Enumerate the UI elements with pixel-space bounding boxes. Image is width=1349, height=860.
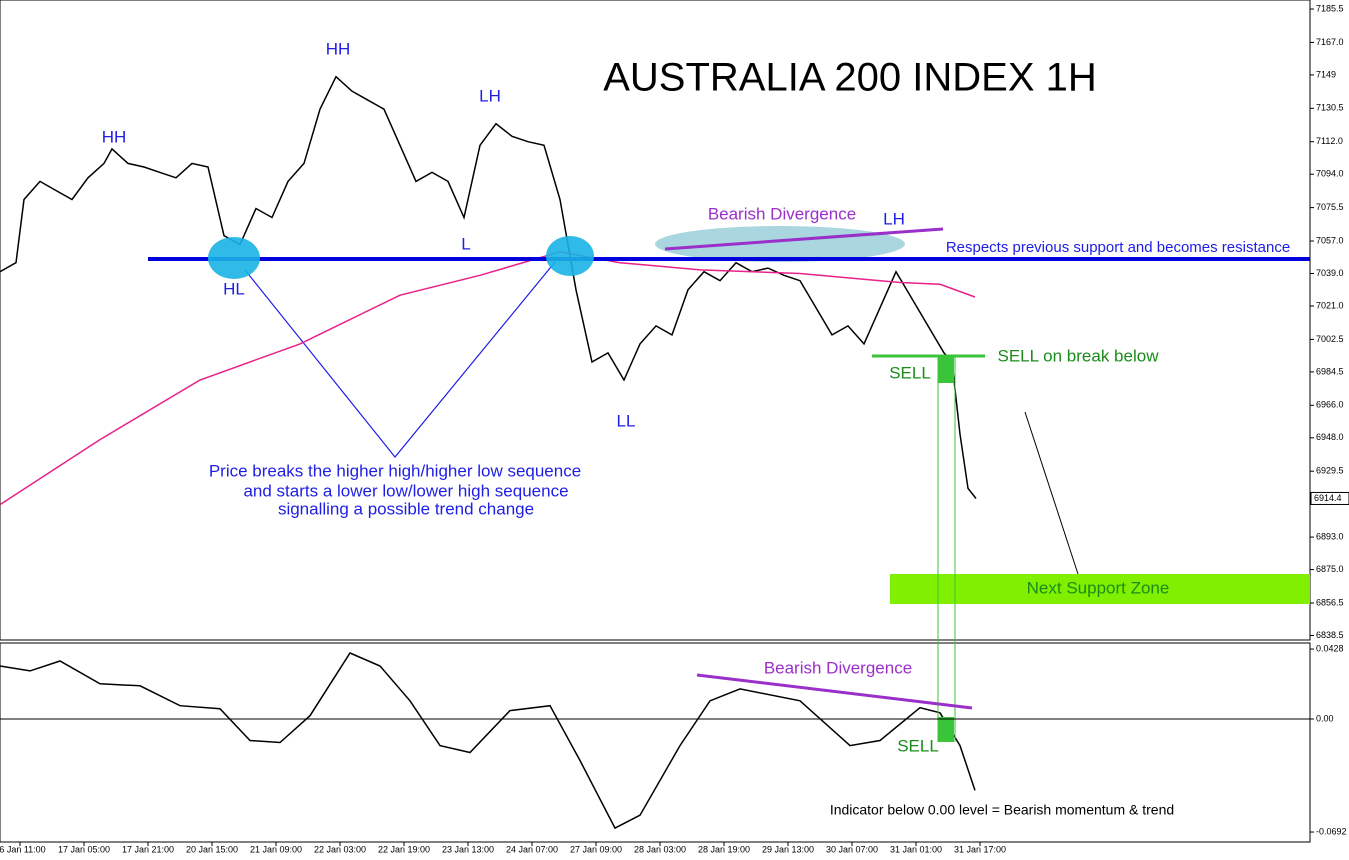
y-tick-label: 7167.0 xyxy=(1316,37,1344,47)
y-tick-label: 7149 xyxy=(1316,69,1336,79)
osc-divergence-line xyxy=(696,673,973,710)
x-tick-label: 31 Jan 17:00 xyxy=(954,844,1006,854)
v-pattern xyxy=(244,261,556,458)
osc-sell-bar xyxy=(938,717,954,742)
x-tick-label: 23 Jan 13:00 xyxy=(442,844,494,854)
y-tick-label: 0.0428 xyxy=(1316,643,1344,653)
series-layer xyxy=(0,75,977,830)
x-tick-label: 17 Jan 05:00 xyxy=(58,844,110,854)
annotation: signalling a possible trend change xyxy=(278,499,534,518)
y-tick-label: 7057.0 xyxy=(1316,235,1344,245)
y-tick-label: 7094.0 xyxy=(1316,169,1344,179)
annotation: HH xyxy=(326,39,351,58)
annotation: and starts a lower low/lower high sequen… xyxy=(243,481,568,500)
x-tick-label: 30 Jan 07:00 xyxy=(826,844,878,854)
annotation: LH xyxy=(883,209,905,228)
y-tick-label: 6929.5 xyxy=(1316,466,1344,476)
y-tick-label: 0.00 xyxy=(1316,713,1334,723)
x-tick-label: 29 Jan 13:00 xyxy=(762,844,814,854)
hl-marker xyxy=(208,237,260,279)
y-tick-label: 6984.5 xyxy=(1316,366,1344,376)
y-tick-label: 6856.5 xyxy=(1316,597,1344,607)
series-line xyxy=(0,75,977,499)
x-tick-label: 27 Jan 09:00 xyxy=(570,844,622,854)
last-price-box xyxy=(1310,491,1349,505)
oscillator-panel xyxy=(0,642,1311,843)
y-tick-label: 7039.0 xyxy=(1316,268,1344,278)
chart-title: AUSTRALIA 200 INDEX 1H xyxy=(603,56,1097,100)
annotation: Respects previous support and becomes re… xyxy=(946,239,1290,256)
support-zone xyxy=(890,574,1310,604)
retest-marker xyxy=(546,236,594,276)
y-tick-label: 6966.0 xyxy=(1316,400,1344,410)
y-tick-label: 7130.5 xyxy=(1316,103,1344,113)
divergence-highlight xyxy=(655,226,905,262)
y-tick-label: 7185.5 xyxy=(1316,3,1344,13)
annotation: LH xyxy=(479,86,501,105)
y-tick-label: 7021.0 xyxy=(1316,300,1344,310)
x-tick-label: 31 Jan 01:00 xyxy=(890,844,942,854)
annotation: HH xyxy=(102,127,127,146)
y-tick-label: 6875.0 xyxy=(1316,564,1344,574)
annotation: SELL on break below xyxy=(998,346,1160,365)
annotation: Bearish Divergence xyxy=(764,658,912,677)
annotation: Bearish Divergence xyxy=(708,204,856,223)
y-tick-label: 6893.0 xyxy=(1316,531,1344,541)
annotation: SELL xyxy=(897,736,939,755)
x-tick-label: 16 Jan 11:00 xyxy=(0,844,46,854)
annotation: Indicator below 0.00 level = Bearish mom… xyxy=(830,802,1174,818)
y-tick-label: 7002.5 xyxy=(1316,334,1344,344)
annotation: L xyxy=(461,234,470,253)
x-tick-label: 28 Jan 03:00 xyxy=(634,844,686,854)
annotation: Next Support Zone xyxy=(1027,578,1170,597)
annotation: HL xyxy=(223,279,245,298)
annotation: SELL xyxy=(889,363,931,382)
annotation: LL xyxy=(617,411,636,430)
y-tick-label: -0.0692 xyxy=(1316,826,1347,836)
annotation: Price breaks the higher high/higher low … xyxy=(209,461,581,480)
price-panel xyxy=(0,0,1311,641)
y-tick-label: 7112.0 xyxy=(1316,136,1343,146)
x-tick-label: 22 Jan 19:00 xyxy=(378,844,430,854)
last-price-label: 6914.4 xyxy=(1314,493,1342,503)
x-tick-label: 24 Jan 07:00 xyxy=(506,844,558,854)
y-tick-label: 7075.5 xyxy=(1316,202,1344,212)
series-line xyxy=(0,652,976,830)
y-tick-label: 6838.5 xyxy=(1316,630,1344,640)
sell-bar xyxy=(938,357,954,383)
x-tick-label: 20 Jan 15:00 xyxy=(186,844,238,854)
arrow-line xyxy=(1024,411,1079,575)
x-tick-label: 28 Jan 19:00 xyxy=(698,844,750,854)
x-tick-label: 17 Jan 21:00 xyxy=(122,844,174,854)
y-tick-label: 6948.0 xyxy=(1316,432,1344,442)
x-tick-label: 22 Jan 03:00 xyxy=(314,844,366,854)
divergence-line xyxy=(664,227,944,251)
x-tick-label: 21 Jan 09:00 xyxy=(250,844,302,854)
